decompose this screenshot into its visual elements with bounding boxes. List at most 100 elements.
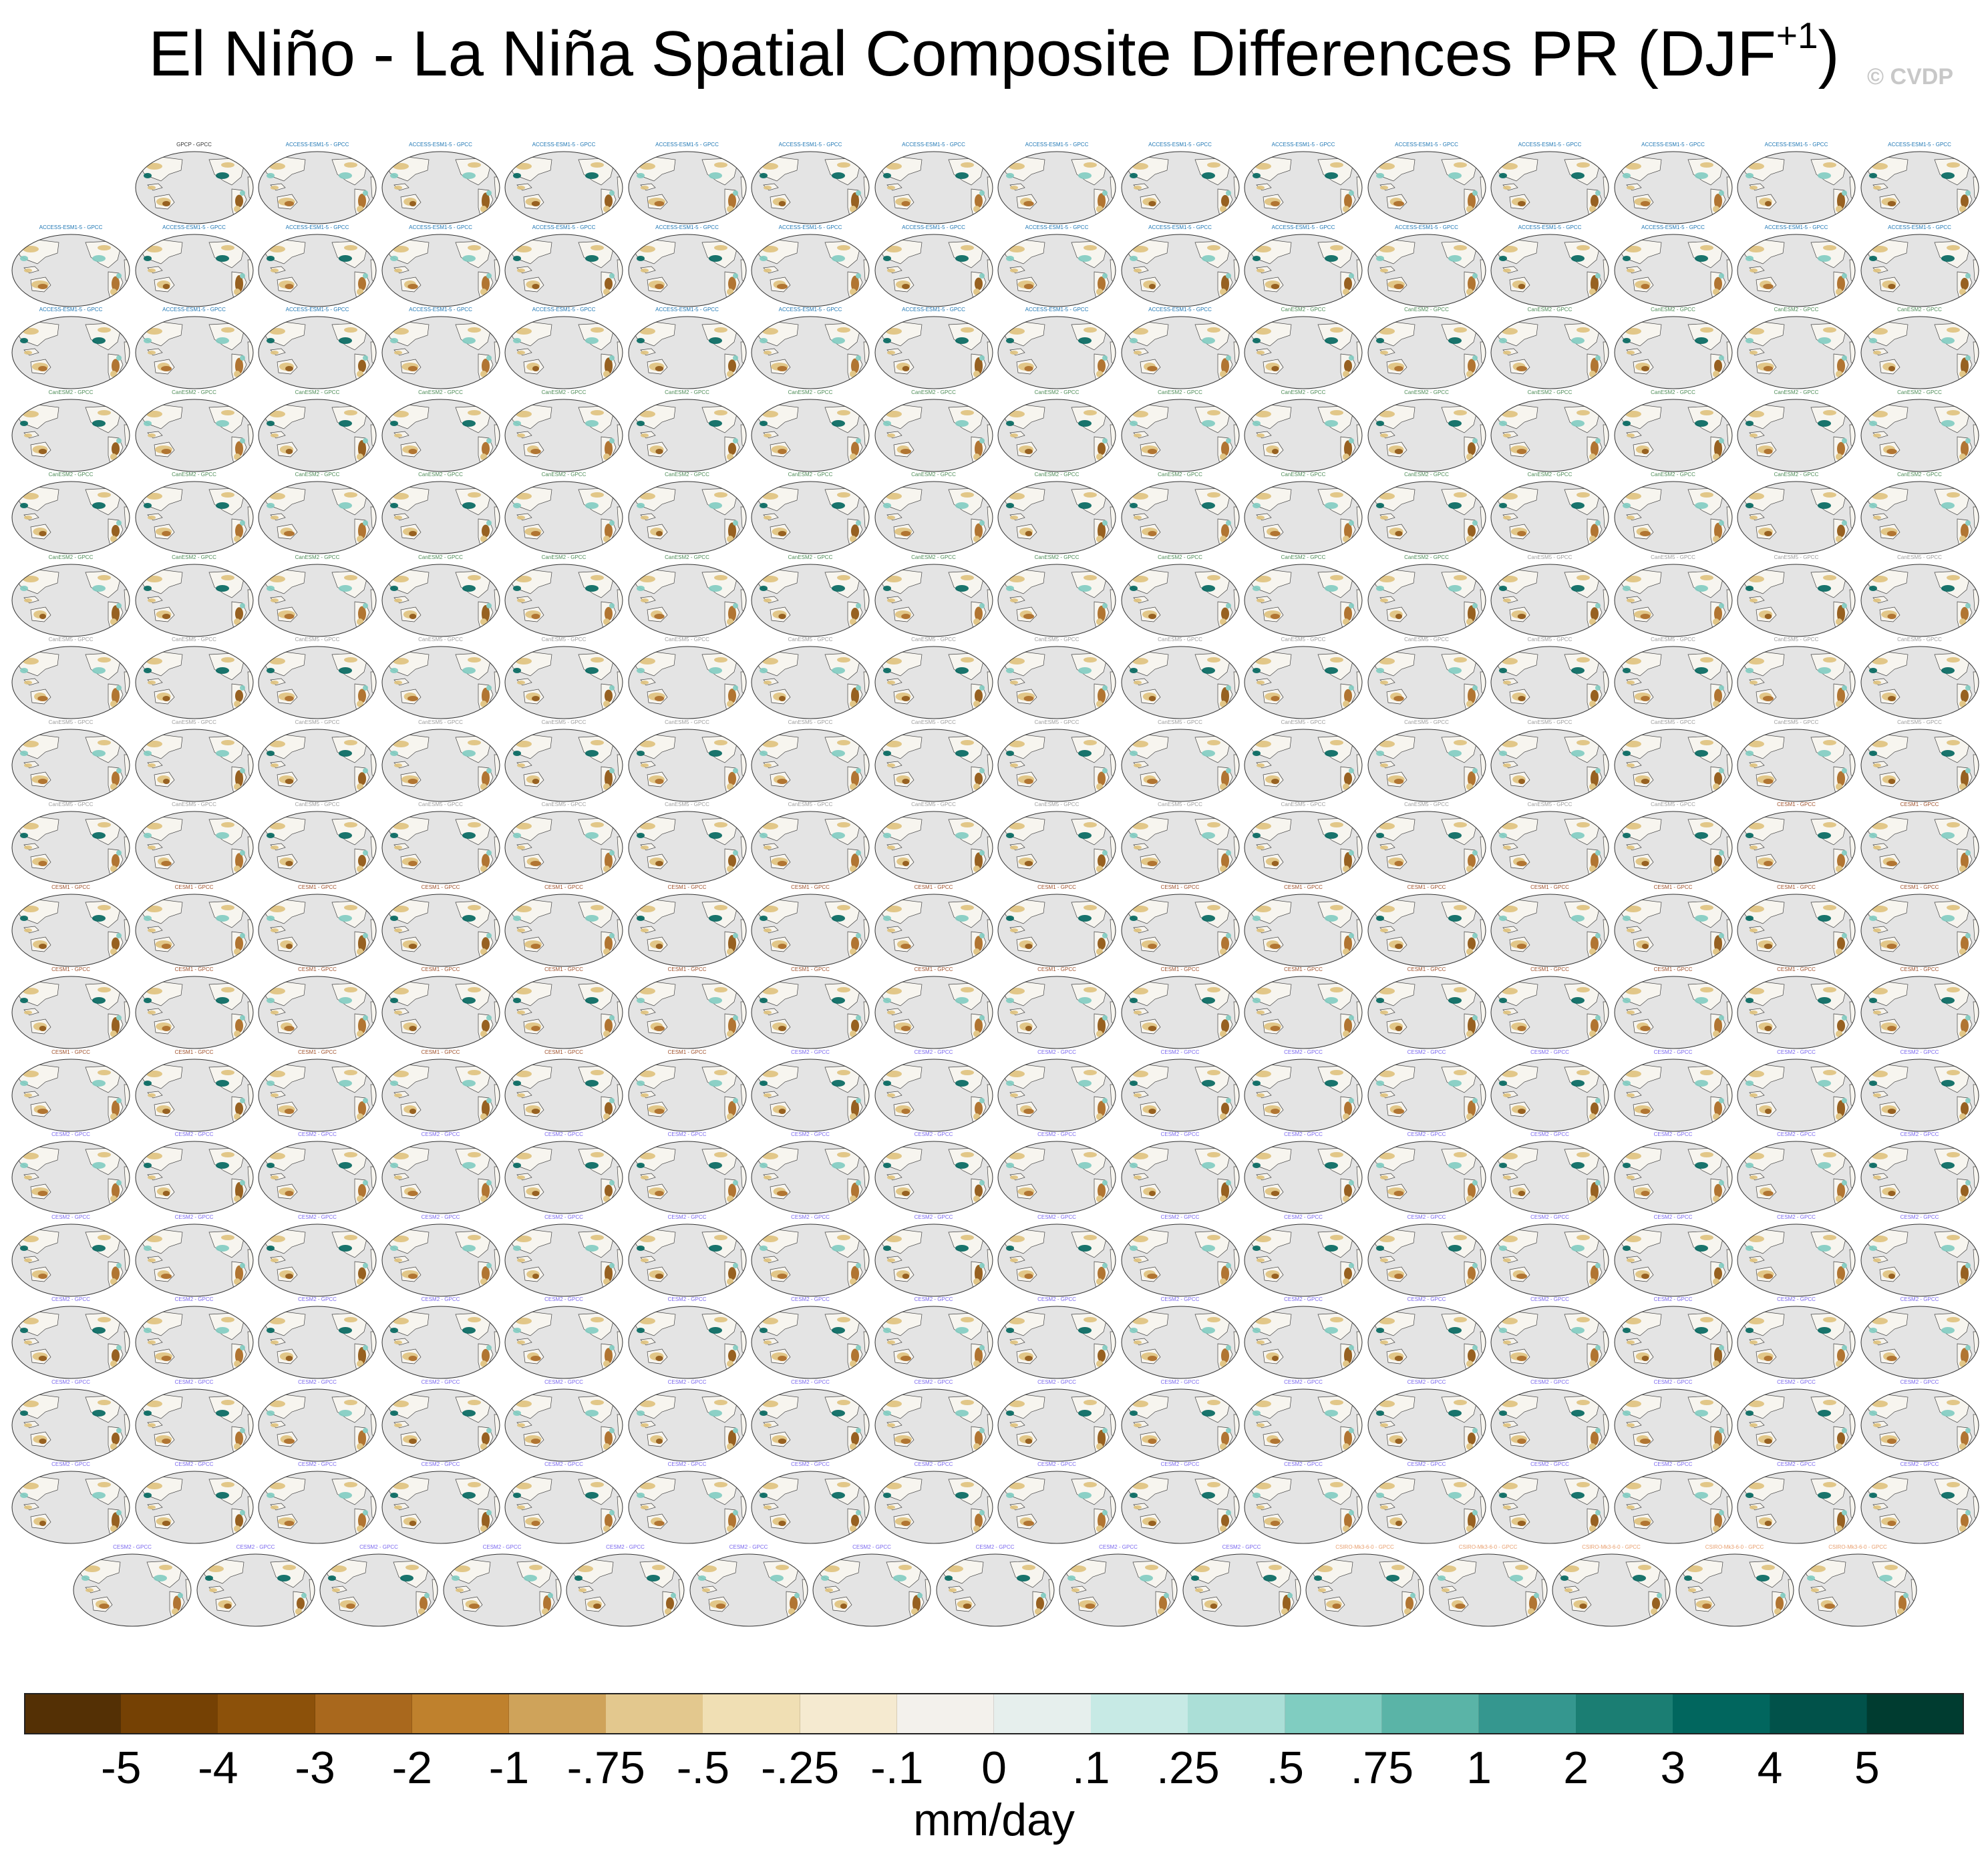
- globe-map: [1860, 234, 1979, 307]
- map-panel: CanESM5 - GPCC: [1243, 801, 1363, 885]
- globe-map: [874, 1471, 993, 1544]
- colorbar-tick-label: -1: [488, 1742, 530, 1793]
- map-panel: CanESM2 - GPCC: [874, 472, 994, 555]
- map-panel-title: ACCESS-ESM1-5 - GPCC: [902, 142, 965, 148]
- globe-map: [1614, 976, 1732, 1049]
- colorbar-box: [218, 1693, 316, 1734]
- map-panel: CESM2 - GPCC: [1243, 1049, 1363, 1133]
- map-panel: CanESM5 - GPCC: [1367, 801, 1487, 885]
- map-panel: CanESM2 - GPCC: [1860, 307, 1980, 390]
- globe-map: [11, 1059, 130, 1131]
- globe-map: [504, 1306, 623, 1379]
- map-panel: CESM2 - GPCC: [134, 1461, 255, 1545]
- map-panel-title: CanESM5 - GPCC: [418, 801, 463, 807]
- map-panel-title: CanESM5 - GPCC: [1404, 636, 1449, 642]
- map-panel: CESM2 - GPCC: [1120, 1214, 1240, 1298]
- globe-map: [381, 481, 500, 554]
- map-panel-title: CESM2 - GPCC: [1900, 1296, 1939, 1302]
- globe-map: [1429, 1553, 1547, 1626]
- globe-map: [135, 399, 253, 472]
- globe-map: [1490, 234, 1609, 307]
- map-panel: CESM1 - GPCC: [381, 1049, 501, 1133]
- map-panel: CanESM5 - GPCC: [1613, 554, 1733, 638]
- globe-map: [874, 316, 993, 389]
- map-panel: CanESM5 - GPCC: [134, 801, 255, 885]
- colorbar-box: [509, 1693, 607, 1734]
- map-panel: ACCESS-ESM1-5 - GPCC: [381, 142, 501, 225]
- map-panel: CSIRO-Mk3-6-0 - GPCC: [1551, 1544, 1671, 1628]
- map-panel: CESM2 - GPCC: [381, 1461, 501, 1545]
- map-panel: CanESM2 - GPCC: [874, 554, 994, 638]
- map-panel: CanESM5 - GPCC: [257, 719, 377, 803]
- map-panel-title: CSIRO-Mk3-6-0 - GPCC: [1705, 1543, 1764, 1550]
- map-panel-title: CESM2 - GPCC: [51, 1213, 90, 1220]
- globe-map: [1367, 234, 1486, 307]
- globe-map: [997, 811, 1116, 884]
- globe-map: [1121, 1141, 1239, 1214]
- map-panel: CESM2 - GPCC: [627, 1214, 748, 1298]
- map-panel-title: CESM2 - GPCC: [1653, 1378, 1693, 1385]
- map-panel: CanESM5 - GPCC: [627, 636, 748, 720]
- map-panel: CESM2 - GPCC: [627, 1379, 748, 1463]
- globe-map: [504, 1388, 623, 1461]
- globe-map: [11, 1224, 130, 1296]
- map-panel: CESM2 - GPCC: [1860, 1214, 1980, 1298]
- map-panel-title: CESM2 - GPCC: [1222, 1543, 1261, 1550]
- globe-map: [628, 316, 746, 389]
- map-panel: CESM1 - GPCC: [1243, 884, 1363, 968]
- map-panel-title: CESM2 - GPCC: [174, 1131, 214, 1137]
- colorbar-box: [1091, 1693, 1188, 1734]
- globe-map: [628, 894, 746, 966]
- map-panel-title: CESM2 - GPCC: [1900, 1378, 1939, 1385]
- map-panel: CESM2 - GPCC: [627, 1131, 748, 1215]
- colorbar-box: [1770, 1693, 1868, 1734]
- map-panel-title: CESM1 - GPCC: [298, 1049, 337, 1055]
- map-panel-title: CESM2 - GPCC: [1653, 1296, 1693, 1302]
- globe-map: [11, 894, 130, 966]
- globe-map: [1490, 1388, 1609, 1461]
- globe-map: [1737, 1471, 1856, 1544]
- map-panel: CESM2 - GPCC: [1490, 1131, 1610, 1215]
- globe-map: [1121, 1388, 1239, 1461]
- map-panel-title: CESM2 - GPCC: [1900, 1049, 1939, 1055]
- map-panel-title: ACCESS-ESM1-5 - GPCC: [1148, 142, 1212, 148]
- globe-map: [1614, 1224, 1732, 1296]
- map-panel-title: CESM2 - GPCC: [1407, 1131, 1446, 1137]
- map-panel-title: CESM2 - GPCC: [1037, 1378, 1076, 1385]
- map-panel: CSIRO-Mk3-6-0 - GPCC: [1305, 1544, 1425, 1628]
- map-panel: CESM1 - GPCC: [1736, 884, 1856, 968]
- map-panel-title: CanESM5 - GPCC: [48, 801, 94, 807]
- map-panel: CanESM2 - GPCC: [1736, 307, 1856, 390]
- map-panel-title: CESM1 - GPCC: [1777, 966, 1816, 972]
- map-panel-title: ACCESS-ESM1-5 - GPCC: [532, 224, 596, 230]
- map-panel: CESM1 - GPCC: [1860, 801, 1980, 885]
- map-panel: CESM1 - GPCC: [997, 884, 1117, 968]
- globe-map: [1367, 316, 1486, 389]
- map-panel-title: CESM2 - GPCC: [914, 1461, 953, 1467]
- globe-map: [1860, 1141, 1979, 1214]
- map-panel: CESM2 - GPCC: [1243, 1379, 1363, 1463]
- globe-map: [1860, 399, 1979, 472]
- map-panel-title: CESM1 - GPCC: [1284, 884, 1323, 890]
- map-panel: ACCESS-ESM1-5 - GPCC: [1120, 142, 1240, 225]
- map-panel-title: CanESM5 - GPCC: [541, 801, 587, 807]
- colorbar: [24, 1693, 1965, 1734]
- globe-map: [258, 234, 377, 307]
- map-panel-title: CESM2 - GPCC: [1284, 1461, 1323, 1467]
- globe-map: [135, 1388, 253, 1461]
- map-panel: CanESM2 - GPCC: [1736, 472, 1856, 555]
- map-panel: CESM2 - GPCC: [1613, 1379, 1733, 1463]
- map-panel-title: CESM2 - GPCC: [1284, 1131, 1323, 1137]
- map-panel-title: CanESM5 - GPCC: [1651, 719, 1695, 725]
- colorbar-tick-label: .25: [1156, 1742, 1220, 1793]
- globe-map: [319, 1553, 438, 1626]
- map-panel: ACCESS-ESM1-5 - GPCC: [1490, 224, 1610, 308]
- map-panel-title: ACCESS-ESM1-5 - GPCC: [902, 307, 965, 313]
- map-panel-title: CanESM2 - GPCC: [541, 472, 587, 478]
- globe-map: [1121, 894, 1239, 966]
- colorbar-tick-label: 2: [1563, 1742, 1589, 1793]
- globe-map: [135, 1141, 253, 1214]
- map-panel: CESM2 - GPCC: [997, 1131, 1117, 1215]
- map-panel: CanESM2 - GPCC: [11, 389, 131, 473]
- map-panel-title: CanESM2 - GPCC: [1034, 389, 1080, 395]
